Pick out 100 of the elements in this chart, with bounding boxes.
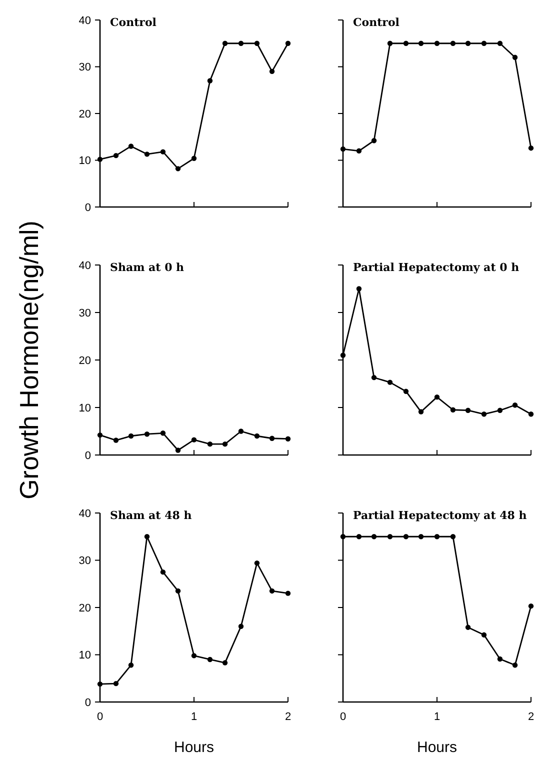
- point: [207, 441, 213, 447]
- y-axis-title: Growth Hormone(ng/ml): [14, 220, 44, 500]
- point: [434, 40, 440, 46]
- y-tick-label: 20: [78, 108, 91, 120]
- point: [356, 534, 362, 540]
- point: [191, 653, 197, 658]
- point: [528, 145, 534, 151]
- point: [207, 656, 213, 662]
- point: [207, 78, 213, 84]
- chart-title: Sham at 48 h: [110, 509, 192, 522]
- point: [528, 603, 534, 609]
- point: [340, 352, 346, 358]
- x-tick-label: 0: [340, 711, 346, 723]
- point: [160, 430, 166, 436]
- point: [285, 436, 291, 442]
- point: [528, 412, 534, 417]
- y-tick-label: 30: [78, 307, 91, 320]
- point: [450, 40, 456, 46]
- point: [465, 624, 471, 630]
- point: [434, 394, 440, 400]
- y-tick-label: 10: [78, 650, 91, 662]
- y-tick-label: 0: [84, 696, 91, 709]
- y-tick-label: 40: [78, 508, 91, 520]
- point: [160, 149, 166, 154]
- point: [418, 40, 424, 46]
- point: [269, 588, 275, 594]
- chart-title: Sham at 0 h: [110, 261, 184, 274]
- point: [512, 54, 518, 60]
- y-tick-label: 10: [78, 402, 91, 414]
- point: [450, 534, 456, 540]
- point: [97, 432, 103, 438]
- point: [175, 448, 181, 453]
- y-tick-label: 20: [78, 354, 91, 367]
- x-tick-label: 2: [528, 711, 534, 723]
- point: [144, 432, 150, 437]
- point: [238, 428, 244, 434]
- point: [144, 152, 150, 157]
- point: [97, 156, 103, 162]
- point: [113, 438, 119, 443]
- x-axis-title: Hours: [416, 739, 458, 756]
- chart-title: Control: [353, 16, 400, 29]
- point: [222, 441, 228, 447]
- point: [160, 569, 166, 575]
- point: [285, 40, 291, 46]
- point: [222, 40, 228, 46]
- point: [418, 534, 424, 540]
- point: [340, 534, 346, 540]
- point: [254, 40, 260, 46]
- point: [418, 409, 424, 414]
- point: [222, 660, 228, 666]
- point: [128, 662, 134, 668]
- point: [269, 68, 275, 74]
- point: [481, 40, 487, 46]
- y-tick-label: 30: [78, 555, 91, 568]
- y-tick-label: 30: [78, 62, 91, 74]
- point: [512, 662, 518, 668]
- x-tick-label: 0: [96, 711, 104, 723]
- point: [387, 380, 393, 385]
- y-tick-label: 40: [78, 14, 91, 27]
- point: [371, 534, 377, 540]
- point: [481, 632, 487, 638]
- point: [434, 534, 440, 540]
- point: [254, 560, 260, 566]
- point: [497, 408, 503, 413]
- y-tick-label: 20: [78, 602, 91, 614]
- point: [356, 286, 362, 292]
- point: [238, 40, 244, 46]
- point: [403, 534, 409, 540]
- point: [191, 156, 197, 161]
- point: [175, 588, 181, 594]
- point: [497, 656, 503, 662]
- point: [465, 40, 471, 46]
- point: [465, 408, 471, 413]
- point: [387, 534, 393, 540]
- point: [285, 590, 291, 596]
- chart-title: Control: [110, 16, 156, 29]
- point: [97, 681, 103, 687]
- point: [387, 40, 393, 46]
- point: [269, 436, 275, 441]
- x-tick-label: 2: [284, 711, 292, 723]
- point: [371, 374, 377, 380]
- point: [144, 534, 150, 540]
- chart-title: Partial Hepatectomy at 48 h: [353, 509, 527, 522]
- point: [371, 138, 377, 144]
- point: [450, 407, 456, 412]
- point: [128, 144, 134, 149]
- point: [512, 402, 518, 408]
- y-tick-label: 40: [78, 260, 91, 272]
- point: [356, 148, 362, 154]
- point: [128, 433, 134, 439]
- x-axis-title: Hours: [174, 739, 214, 756]
- point: [238, 624, 244, 629]
- point: [340, 146, 346, 152]
- x-tick-label: 1: [434, 711, 440, 723]
- y-tick-label: 0: [84, 450, 91, 462]
- point: [191, 437, 197, 442]
- chart-title: Partial Hepatectomy at 0 h: [353, 261, 520, 274]
- point: [175, 166, 181, 172]
- y-tick-label: 10: [78, 155, 91, 168]
- point: [497, 40, 503, 46]
